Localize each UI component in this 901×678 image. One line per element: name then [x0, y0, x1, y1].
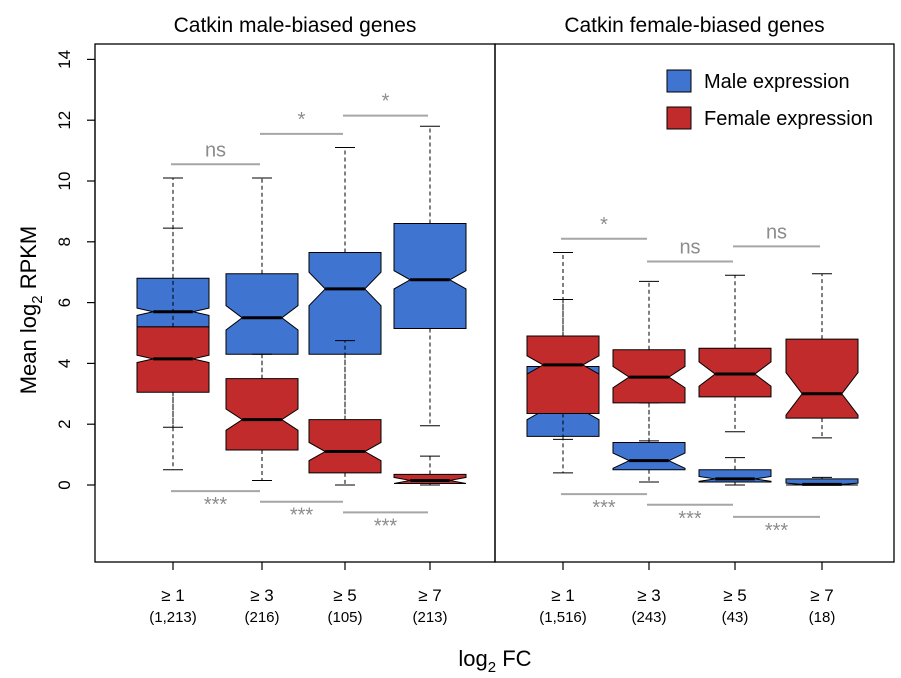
- bottom-bracket-label: ***: [374, 515, 398, 537]
- panels: Catkin male-biased genes ≥ 1 (1,213) ≥ 3 (21…: [94, 14, 895, 626]
- x-tick-label: ≥ 1: [161, 586, 185, 605]
- top-bracket-label: *: [382, 91, 390, 113]
- y-tick-label: 8: [55, 237, 74, 246]
- bottom-bracket-label: ***: [765, 520, 789, 542]
- y-axis-title: Mean log2 RPKM: [16, 226, 46, 395]
- panel-title: Catkin female-biased genes: [564, 14, 824, 37]
- legend-swatch-female: [666, 106, 692, 130]
- box-female: [136, 177, 210, 471]
- bottom-bracket-label: ***: [204, 494, 228, 516]
- y-tick-label: 12: [55, 111, 74, 130]
- y-tick-label: 10: [55, 172, 74, 191]
- x-count-label: (43): [722, 609, 749, 626]
- x-tick-label: ≥ 7: [418, 586, 442, 605]
- y-tick-label: 6: [55, 298, 74, 307]
- box-female: [393, 455, 467, 486]
- box-female: [785, 273, 859, 439]
- legend-label-male: Male expression: [704, 71, 850, 93]
- box-male: [785, 476, 859, 486]
- box-female: [308, 340, 382, 486]
- panel-2: Catkin female-biased genes ≥ 1 (1,516) ≥ 3 (…: [494, 14, 895, 626]
- box-female: [698, 274, 772, 433]
- x-tick-label: ≥ 3: [250, 586, 274, 605]
- y-axis: 0 2 4 6 8 10 12 14: [55, 50, 96, 490]
- x-tick-label: ≥ 1: [551, 586, 575, 605]
- x-count-label: (105): [327, 609, 362, 626]
- box-body: [612, 441, 686, 471]
- panel-title: Catkin male-biased genes: [174, 14, 417, 37]
- top-bracket-label: ns: [205, 139, 226, 161]
- legend: Male expression Female expression: [666, 69, 873, 130]
- panel-frame: [494, 43, 895, 563]
- box-body: [308, 251, 382, 355]
- x-tick-label: ≥ 3: [637, 586, 661, 605]
- x-count-label: (243): [631, 609, 666, 626]
- box-body: [785, 338, 859, 419]
- x-tick-label: ≥ 7: [810, 586, 834, 605]
- x-count-label: (18): [809, 609, 836, 626]
- top-bracket-label: ns: [766, 221, 787, 243]
- panel-1: Catkin male-biased genes ≥ 1 (1,213) ≥ 3 (21…: [94, 14, 496, 626]
- bottom-bracket-label: ***: [290, 505, 314, 527]
- x-count-label: (1,516): [539, 609, 587, 626]
- bottom-bracket-label: ***: [678, 508, 702, 530]
- top-bracket-label: *: [600, 214, 608, 236]
- box-male: [612, 402, 686, 483]
- legend-label-female: Female expression: [704, 108, 873, 130]
- y-tick-label: 0: [55, 480, 74, 489]
- bottom-bracket-label: ***: [592, 497, 616, 519]
- box-male: [698, 457, 772, 486]
- legend-swatch-male: [666, 69, 692, 93]
- box-body: [225, 273, 299, 355]
- box-body: [393, 473, 467, 484]
- box-male: [225, 177, 299, 407]
- box-body: [308, 419, 382, 474]
- y-tick-label: 2: [55, 419, 74, 428]
- x-count-label: (213): [412, 609, 447, 626]
- top-bracket-label: ns: [679, 237, 700, 259]
- x-count-label: (216): [244, 609, 279, 626]
- x-tick-label: ≥ 5: [723, 586, 747, 605]
- box-male: [393, 125, 467, 427]
- box-body: [698, 347, 772, 398]
- box-female: [526, 251, 600, 440]
- box-female: [225, 353, 299, 481]
- top-bracket-label: *: [298, 109, 306, 131]
- box-body: [526, 335, 600, 415]
- y-tick-label: 14: [55, 50, 74, 69]
- x-count-label: (1,213): [149, 609, 197, 626]
- x-tick-label: ≥ 5: [333, 586, 357, 605]
- y-tick-label: 4: [55, 359, 74, 368]
- box-body: [225, 378, 299, 451]
- box-female: [612, 280, 686, 442]
- box-body: [393, 223, 467, 329]
- x-axis-title: log2 FC: [458, 646, 531, 676]
